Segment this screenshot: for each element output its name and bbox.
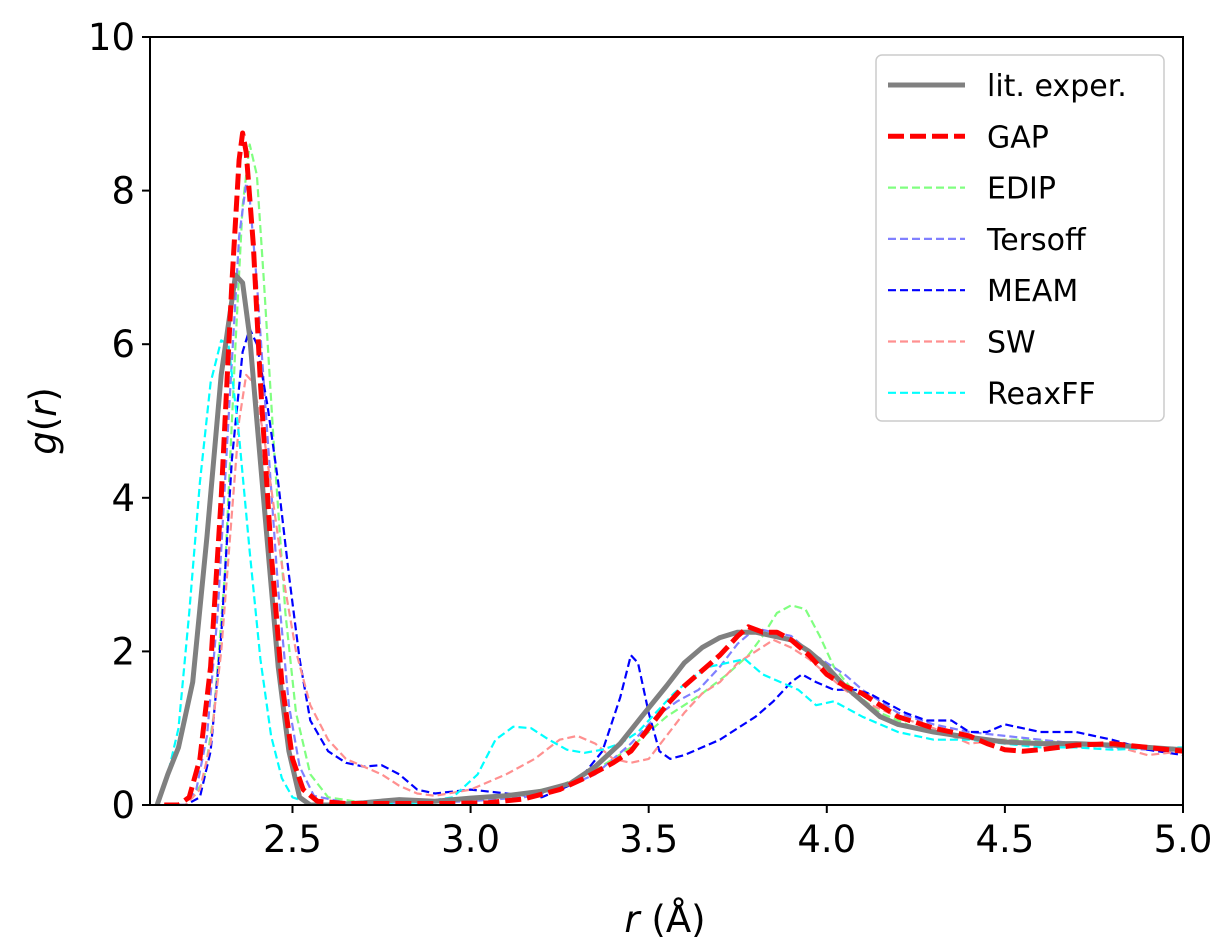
x-tick-label: 3.5 bbox=[619, 818, 678, 861]
legend-label: MEAM bbox=[987, 274, 1078, 309]
x-tick-label: 2.5 bbox=[263, 818, 322, 861]
series-line-tersoff bbox=[167, 181, 1183, 805]
legend-label: SW bbox=[987, 326, 1036, 361]
series-line-meam bbox=[167, 327, 1183, 805]
series-layer bbox=[154, 130, 1183, 805]
y-axis-label: g(r) bbox=[22, 387, 65, 455]
y-tick-label: 10 bbox=[88, 16, 135, 59]
x-axis-label: r (Å) bbox=[624, 897, 705, 941]
y-tick-label: 6 bbox=[111, 323, 135, 366]
legend-label: GAP bbox=[987, 120, 1049, 155]
series-line-gap bbox=[164, 130, 1183, 805]
y-tick-label: 0 bbox=[111, 784, 135, 827]
y-tick-label: 4 bbox=[111, 477, 135, 520]
legend-label: Tersoff bbox=[986, 223, 1087, 258]
x-tick-label: 5.0 bbox=[1154, 818, 1213, 861]
x-tick-label: 3.0 bbox=[441, 818, 500, 861]
legend-frame bbox=[875, 54, 1165, 422]
series-line-sw bbox=[167, 373, 1183, 805]
x-axis: 2.5 3.0 3.5 4.0 4.5 5.0 bbox=[263, 805, 1212, 861]
legend-label: lit. exper. bbox=[987, 69, 1127, 104]
y-tick-label: 2 bbox=[111, 630, 135, 673]
plot-frame bbox=[149, 36, 1184, 806]
legend-label: ReaxFF bbox=[987, 377, 1096, 412]
series-line-reaxff bbox=[156, 339, 1183, 805]
legend: lit. exper. GAP EDIP Tersoff MEAM SW ReaxFF bbox=[875, 54, 1165, 422]
series-line-lit-exper bbox=[154, 272, 1183, 805]
legend-label: EDIP bbox=[987, 172, 1056, 207]
x-tick-label: 4.5 bbox=[975, 818, 1034, 861]
y-axis: 0 2 4 6 8 10 bbox=[88, 16, 150, 827]
y-tick-label: 8 bbox=[111, 170, 135, 213]
x-tick-label: 4.0 bbox=[797, 818, 856, 861]
